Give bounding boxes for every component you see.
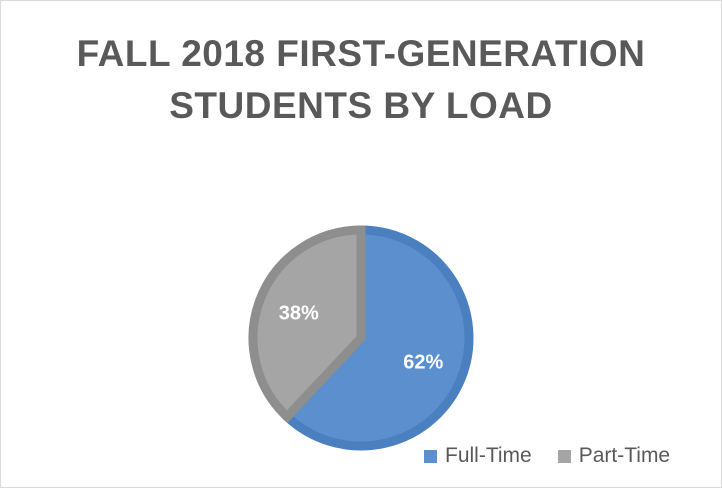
data-label-full-time: 62% [403,352,443,374]
chart-title: FALL 2018 FIRST-GENERATION STUDENTS BY L… [0,28,722,132]
pie-data-labels: 62% 38% [279,302,444,373]
legend: Full-Time Part-Time [424,444,670,468]
pie-slice-full-time [280,225,474,451]
legend-label-full-time: Full-Time [445,444,532,467]
pie-slices [248,225,474,451]
pie-slice-part-time [248,225,366,424]
legend-swatch-part-time [557,449,571,463]
chart-title-line-1: FALL 2018 FIRST-GENERATION [76,33,646,74]
legend-label-part-time: Part-Time [578,444,671,467]
legend-item-full-time: Full-Time [424,444,532,468]
legend-swatch-full-time [424,449,437,463]
legend-item-part-time: Part-Time [557,444,671,468]
data-label-part-time: 38% [279,302,319,324]
chart-title-line-2: STUDENTS BY LOAD [169,85,553,126]
